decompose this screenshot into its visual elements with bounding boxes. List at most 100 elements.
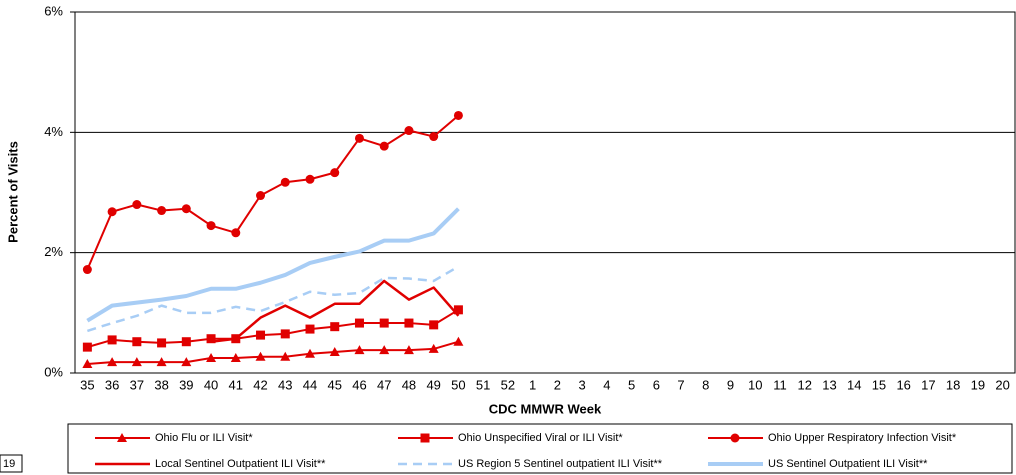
marker (181, 204, 191, 214)
marker (157, 206, 167, 216)
marker (206, 352, 217, 362)
legend-box (67, 423, 1013, 474)
marker (420, 433, 430, 443)
x-tick-label: 13 (822, 377, 836, 392)
x-tick-label: 10 (748, 377, 762, 392)
x-tick-label: 43 (278, 377, 292, 392)
marker (280, 177, 290, 187)
marker (206, 221, 216, 231)
marker (156, 357, 167, 367)
marker (453, 305, 463, 315)
marker (428, 343, 439, 353)
x-tick-label: 7 (677, 377, 684, 392)
marker (82, 358, 93, 368)
y-axis-label: Percent of Visits (5, 141, 20, 243)
marker (280, 329, 290, 339)
y-tick-label: 2% (44, 244, 63, 259)
x-tick-label: 12 (798, 377, 812, 392)
marker (403, 345, 414, 355)
series-line (87, 340, 459, 365)
marker (404, 126, 414, 136)
corner-box (0, 454, 23, 473)
x-tick-label: 3 (578, 377, 585, 392)
x-tick-label: 36 (105, 377, 119, 392)
marker (107, 207, 117, 217)
marker (206, 334, 216, 344)
marker (132, 337, 142, 347)
series-line (86, 207, 460, 323)
marker (255, 351, 266, 361)
plot-frame (74, 11, 1016, 374)
marker (379, 141, 389, 151)
x-tick-label: 38 (154, 377, 168, 392)
marker (181, 357, 192, 367)
x-tick-label: 48 (402, 377, 416, 392)
x-tick-label: 19 (971, 377, 985, 392)
marker (354, 345, 365, 355)
marker (181, 337, 191, 347)
x-tick-label: 40 (204, 377, 218, 392)
x-tick-label: 39 (179, 377, 193, 392)
marker (429, 132, 439, 142)
x-tick-label: 15 (872, 377, 886, 392)
series-line (87, 308, 459, 349)
x-tick-label: 4 (603, 377, 610, 392)
x-tick-label: 17 (921, 377, 935, 392)
legend-label: Local Sentinel Outpatient ILI Visit** (155, 458, 326, 470)
marker (730, 433, 740, 443)
x-tick-label: 16 (896, 377, 910, 392)
marker (107, 335, 117, 345)
marker (82, 265, 92, 275)
x-tick-label: 20 (995, 377, 1009, 392)
marker (82, 342, 92, 352)
legend-label: US Sentinel Outpatient ILI Visit** (768, 458, 928, 470)
legend-label: Ohio Upper Respiratory Infection Visit* (768, 432, 957, 444)
x-tick-label: 6 (653, 377, 660, 392)
x-tick-label: 9 (727, 377, 734, 392)
x-tick-label: 5 (628, 377, 635, 392)
marker (404, 318, 414, 328)
marker (379, 345, 390, 355)
marker (354, 133, 364, 143)
marker (157, 338, 167, 348)
marker (330, 168, 340, 178)
marker (231, 228, 241, 238)
marker (429, 320, 439, 330)
x-tick-label: 41 (229, 377, 243, 392)
legend-label: Ohio Unspecified Viral or ILI Visit* (458, 432, 623, 444)
x-tick-label: 1 (529, 377, 536, 392)
y-tick-label: 4% (44, 124, 63, 139)
marker (132, 200, 142, 210)
x-tick-label: 44 (303, 377, 317, 392)
x-tick-label: 47 (377, 377, 391, 392)
marker (330, 322, 340, 332)
legend-label: Ohio Flu or ILI Visit* (155, 432, 253, 444)
marker (354, 318, 364, 328)
x-tick-label: 37 (130, 377, 144, 392)
marker (305, 174, 315, 184)
series-line (210, 279, 460, 343)
x-tick-label: 35 (80, 377, 94, 392)
marker (453, 110, 463, 120)
y-tick-label: 6% (44, 3, 63, 18)
y-tick-label: 0% (44, 364, 63, 379)
marker (256, 330, 266, 340)
marker (453, 336, 464, 346)
x-tick-label: 2 (554, 377, 561, 392)
x-tick-label: 45 (328, 377, 342, 392)
marker (329, 346, 340, 356)
marker (305, 348, 315, 358)
x-tick-label: 49 (426, 377, 440, 392)
series-line (86, 114, 460, 270)
x-tick-label: 8 (702, 377, 709, 392)
x-tick-label: 51 (476, 377, 490, 392)
marker (117, 433, 127, 442)
marker (256, 191, 266, 201)
corner-label: 19 (3, 458, 15, 470)
legend-label: US Region 5 Sentinel outpatient ILI Visi… (458, 458, 663, 470)
x-tick-label: 52 (501, 377, 515, 392)
series-line (86, 265, 460, 333)
x-tick-label: 18 (946, 377, 960, 392)
